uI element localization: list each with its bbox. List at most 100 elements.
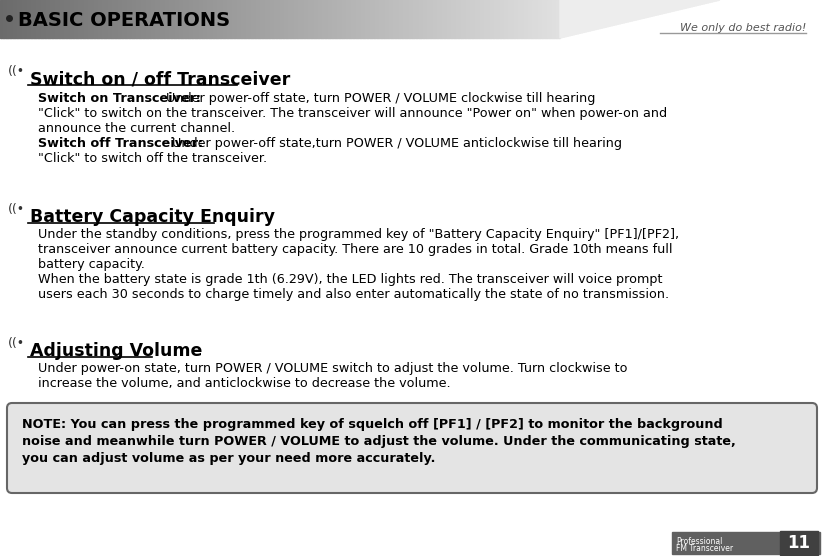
- Bar: [473, 0, 475, 38]
- Bar: [536, 0, 538, 38]
- Bar: [20, 0, 21, 38]
- Bar: [61, 0, 63, 38]
- Bar: [42, 0, 43, 38]
- Bar: [115, 0, 117, 38]
- Polygon shape: [640, 0, 642, 19]
- Polygon shape: [670, 0, 672, 12]
- Bar: [175, 0, 176, 38]
- Polygon shape: [568, 0, 570, 36]
- Bar: [547, 0, 549, 38]
- Bar: [343, 0, 344, 38]
- Bar: [87, 0, 88, 38]
- Bar: [364, 0, 366, 38]
- Text: users each 30 seconds to charge timely and also enter automatically the state of: users each 30 seconds to charge timely a…: [38, 288, 669, 301]
- Bar: [469, 0, 471, 38]
- Bar: [192, 0, 194, 38]
- Bar: [390, 0, 392, 38]
- Bar: [291, 0, 293, 38]
- Bar: [172, 0, 174, 38]
- Bar: [69, 0, 70, 38]
- Bar: [513, 0, 514, 38]
- Bar: [210, 0, 212, 38]
- Bar: [525, 0, 527, 38]
- Bar: [309, 0, 311, 38]
- Bar: [178, 0, 179, 38]
- Bar: [200, 0, 202, 38]
- Bar: [4, 0, 6, 38]
- Bar: [451, 0, 452, 38]
- Bar: [202, 0, 203, 38]
- Bar: [427, 0, 428, 38]
- Polygon shape: [662, 0, 664, 14]
- Bar: [98, 0, 99, 38]
- Bar: [170, 0, 171, 38]
- Bar: [196, 0, 198, 38]
- Bar: [287, 0, 289, 38]
- Bar: [157, 0, 158, 38]
- Bar: [218, 0, 220, 38]
- Text: BASIC OPERATIONS: BASIC OPERATIONS: [18, 11, 230, 29]
- Polygon shape: [652, 0, 654, 16]
- Bar: [41, 0, 42, 38]
- Bar: [36, 0, 38, 38]
- Bar: [356, 0, 357, 38]
- Bar: [279, 0, 280, 38]
- Polygon shape: [642, 0, 644, 18]
- Bar: [322, 0, 323, 38]
- Bar: [318, 0, 319, 38]
- Bar: [255, 0, 256, 38]
- Text: Adjusting Volume: Adjusting Volume: [30, 342, 203, 360]
- Text: "Click" to switch off the transceiver.: "Click" to switch off the transceiver.: [38, 152, 267, 165]
- Polygon shape: [648, 0, 650, 17]
- Bar: [317, 0, 318, 38]
- Bar: [357, 0, 358, 38]
- Bar: [457, 0, 458, 38]
- Bar: [273, 0, 275, 38]
- Bar: [269, 0, 270, 38]
- Bar: [53, 0, 55, 38]
- Polygon shape: [616, 0, 618, 24]
- Bar: [376, 0, 378, 38]
- Bar: [522, 0, 523, 38]
- Bar: [189, 0, 190, 38]
- Bar: [295, 0, 297, 38]
- Bar: [527, 0, 528, 38]
- Bar: [2, 0, 4, 38]
- Bar: [409, 0, 410, 38]
- Bar: [194, 0, 196, 38]
- Bar: [487, 0, 489, 38]
- Polygon shape: [658, 0, 660, 14]
- Bar: [550, 0, 552, 38]
- Bar: [50, 0, 52, 38]
- Text: We only do best radio!: We only do best radio!: [680, 23, 806, 33]
- Bar: [55, 0, 56, 38]
- Bar: [353, 0, 354, 38]
- Bar: [519, 0, 521, 38]
- Bar: [435, 0, 437, 38]
- Bar: [43, 0, 45, 38]
- Bar: [245, 0, 246, 38]
- Polygon shape: [638, 0, 640, 19]
- Bar: [542, 0, 543, 38]
- Bar: [125, 0, 126, 38]
- Polygon shape: [626, 0, 628, 22]
- Bar: [49, 0, 50, 38]
- Bar: [265, 0, 266, 38]
- Polygon shape: [690, 0, 692, 7]
- Bar: [121, 0, 122, 38]
- Polygon shape: [632, 0, 634, 21]
- Bar: [505, 0, 507, 38]
- Bar: [179, 0, 180, 38]
- Text: When the battery state is grade 1th (6.29V), the LED lights red. The transceiver: When the battery state is grade 1th (6.2…: [38, 273, 662, 286]
- Bar: [26, 0, 28, 38]
- Polygon shape: [702, 0, 704, 4]
- Bar: [174, 0, 175, 38]
- Bar: [406, 0, 408, 38]
- Bar: [84, 0, 85, 38]
- Bar: [336, 0, 337, 38]
- Bar: [529, 0, 531, 38]
- Bar: [266, 0, 267, 38]
- Bar: [380, 0, 382, 38]
- Polygon shape: [676, 0, 678, 11]
- Polygon shape: [646, 0, 648, 18]
